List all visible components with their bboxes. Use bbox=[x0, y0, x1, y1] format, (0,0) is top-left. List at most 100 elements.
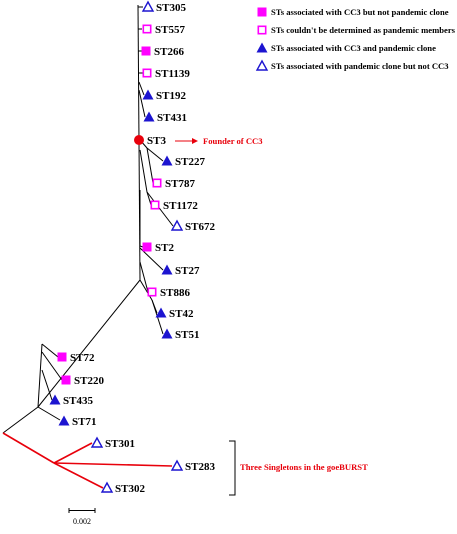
branch-st1172 bbox=[146, 191, 152, 206]
branch-st283 bbox=[53, 462, 173, 467]
branch-st302 bbox=[53, 462, 104, 489]
leaf-st886: ST886 bbox=[147, 287, 190, 299]
leaf-st227: ST227 bbox=[161, 155, 205, 168]
branch-singletons-root bbox=[2, 432, 55, 464]
leaf-label: ST302 bbox=[115, 483, 145, 495]
leaf-marker bbox=[155, 307, 167, 318]
leaf-marker bbox=[57, 352, 67, 362]
leaf-st305: ST305 bbox=[141, 0, 186, 14]
leaf-marker bbox=[142, 242, 152, 252]
leaf-label: ST192 bbox=[156, 90, 186, 102]
leaf-label: ST71 bbox=[72, 416, 96, 428]
singletons-annotation: Three Singletons in the goeBURST bbox=[229, 440, 368, 496]
leaf-label: ST1172 bbox=[163, 200, 198, 212]
leaf-label: ST672 bbox=[185, 221, 215, 233]
leaf-st431: ST431 bbox=[143, 111, 187, 124]
leaf-marker bbox=[142, 68, 152, 78]
leaf-label: ST27 bbox=[175, 265, 200, 277]
branch-trunk bbox=[2, 406, 39, 434]
singletons-note: Three Singletons in the goeBURST bbox=[240, 462, 368, 472]
tree-branches bbox=[2, 4, 174, 434]
leaf-marker bbox=[161, 155, 173, 166]
branch-node-b bbox=[139, 149, 148, 193]
legend-entry: STs associated with pandemic clone but n… bbox=[255, 59, 449, 71]
leaf-st220: ST220 bbox=[61, 375, 104, 387]
leaf-label: ST227 bbox=[175, 156, 205, 168]
leaf-marker bbox=[147, 287, 157, 297]
leaf-label: ST787 bbox=[165, 178, 195, 190]
leaf-marker bbox=[58, 415, 70, 426]
leaf-marker bbox=[90, 436, 104, 448]
legend-entry: STs couldn't be determined as pandemic m… bbox=[257, 25, 456, 35]
leaf-st2: ST2 bbox=[142, 242, 174, 254]
leaf-st266: ST266 bbox=[141, 46, 184, 58]
branch-st787 bbox=[146, 147, 154, 184]
leaf-marker bbox=[170, 459, 184, 471]
scale-bar-label: 0.002 bbox=[73, 517, 91, 526]
leaf-marker bbox=[61, 375, 71, 385]
leaf-st435: ST435 bbox=[49, 394, 93, 407]
branch-st431 bbox=[138, 89, 146, 118]
leaf-label: ST3 bbox=[147, 135, 166, 147]
leaf-label: ST51 bbox=[175, 329, 199, 341]
legend-marker bbox=[257, 7, 267, 17]
singletons-bracket bbox=[229, 440, 236, 496]
leaf-marker bbox=[143, 111, 155, 122]
legend-label: STs couldn't be determined as pandemic m… bbox=[271, 25, 456, 35]
leaf-st42: ST42 bbox=[155, 307, 194, 320]
leaf-marker bbox=[100, 481, 114, 493]
leaf-st192: ST192 bbox=[142, 89, 186, 102]
leaf-st672: ST672 bbox=[170, 219, 215, 233]
scale-bar: 0.002 bbox=[68, 508, 96, 526]
leaf-marker bbox=[142, 24, 152, 34]
branch-st886 bbox=[139, 261, 149, 293]
leaf-st71: ST71 bbox=[58, 415, 96, 428]
leaf-label: ST301 bbox=[105, 438, 135, 450]
leaf-label: ST2 bbox=[155, 242, 174, 254]
leaf-marker bbox=[49, 394, 61, 405]
scale-bar-line bbox=[68, 508, 96, 513]
leaf-label: ST557 bbox=[155, 24, 185, 36]
singleton-branches bbox=[2, 432, 173, 489]
leaf-label: ST220 bbox=[74, 375, 104, 387]
leaf-st51: ST51 bbox=[161, 328, 199, 341]
legend-label: STs associated with CC3 but not pandemic… bbox=[271, 7, 449, 17]
legend-entry: STs associated with CC3 and pandemic clo… bbox=[256, 42, 436, 53]
leaf-label: ST886 bbox=[160, 287, 190, 299]
leaf-label: ST305 bbox=[156, 2, 186, 14]
branch-st227 bbox=[146, 147, 164, 162]
leaf-st302: ST302 bbox=[100, 481, 145, 495]
leaf-label: ST72 bbox=[70, 352, 95, 364]
leaf-marker bbox=[150, 200, 160, 210]
legend-marker bbox=[257, 25, 267, 35]
leaf-label: ST266 bbox=[154, 46, 184, 58]
legend: STs associated with CC3 but not pandemic… bbox=[255, 7, 456, 71]
legend-marker bbox=[256, 42, 268, 53]
leaf-st557: ST557 bbox=[142, 24, 185, 36]
tree-leaves: ST305 ST557 ST266 ST1139 ST192 ST431 ST3 ST227 S… bbox=[49, 0, 215, 495]
leaf-label: ST1139 bbox=[155, 68, 190, 80]
leaf-st1139: ST1139 bbox=[142, 68, 190, 80]
leaf-label: ST431 bbox=[157, 112, 187, 124]
branch-st301 bbox=[53, 442, 93, 464]
legend-label: STs associated with pandemic clone but n… bbox=[271, 61, 449, 71]
branch-st435 bbox=[41, 369, 53, 401]
branch-node-d bbox=[139, 279, 153, 301]
leaf-marker bbox=[170, 219, 184, 231]
leaf-st72: ST72 bbox=[57, 352, 95, 364]
leaf-label: ST42 bbox=[169, 308, 194, 320]
leaf-st1172: ST1172 bbox=[150, 200, 198, 212]
branch-st72 bbox=[41, 343, 59, 358]
leaf-st283: ST283 bbox=[170, 459, 215, 473]
legend-marker bbox=[255, 59, 269, 71]
leaf-marker bbox=[142, 89, 154, 100]
founder-note: Founder of CC3 bbox=[203, 136, 263, 146]
legend-entry: STs associated with CC3 but not pandemic… bbox=[257, 7, 449, 17]
leaf-marker bbox=[141, 0, 155, 12]
branch-lower-spine bbox=[37, 343, 43, 408]
leaf-st301: ST301 bbox=[90, 436, 135, 450]
branch-st220 bbox=[41, 351, 63, 381]
branch-st192 bbox=[138, 81, 145, 96]
